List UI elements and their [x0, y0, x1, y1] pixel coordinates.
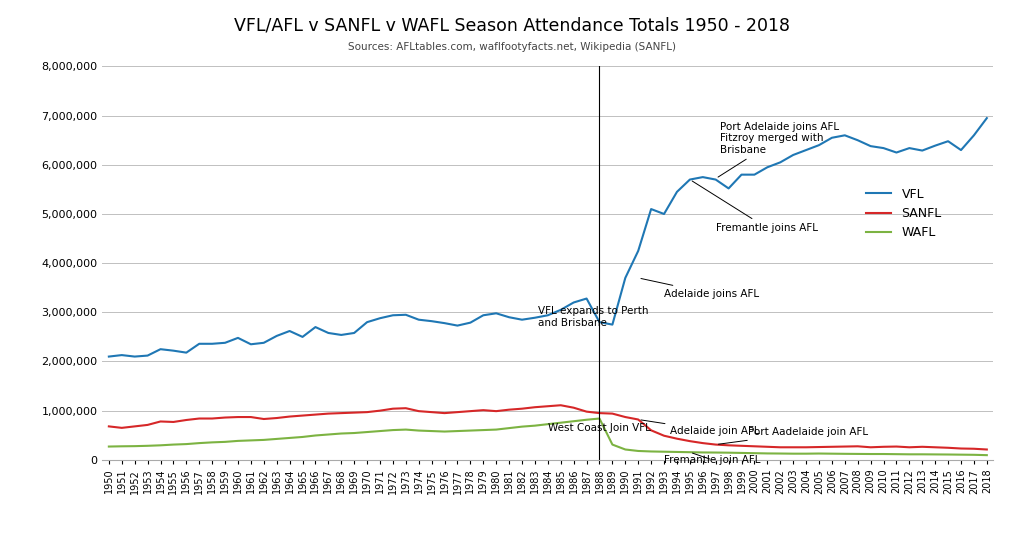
- WAFL: [620, 446, 632, 453]
- SANFL: [387, 406, 399, 412]
- Text: Adelaide join AFL: Adelaide join AFL: [641, 420, 760, 437]
- WAFL: [167, 441, 179, 448]
- Text: West Coast Join VFL: West Coast Join VFL: [548, 418, 650, 433]
- VFL: [219, 340, 231, 346]
- SANFL: [968, 445, 980, 452]
- Text: Adelaide joins AFL: Adelaide joins AFL: [641, 279, 759, 299]
- VFL: [399, 311, 412, 318]
- WAFL: [387, 427, 399, 433]
- SANFL: [981, 446, 993, 453]
- Text: Fremantle joins AFL: Fremantle joins AFL: [692, 181, 818, 233]
- SANFL: [555, 402, 567, 408]
- WAFL: [593, 415, 605, 422]
- WAFL: [399, 426, 412, 433]
- VFL: [270, 332, 283, 339]
- Line: VFL: VFL: [109, 118, 987, 357]
- Text: VFL expands to Perth
and Brisbane: VFL expands to Perth and Brisbane: [538, 306, 648, 328]
- Text: Port Adelaide joins AFL
Fitzroy merged with
Brisbane: Port Adelaide joins AFL Fitzroy merged w…: [718, 122, 839, 177]
- SANFL: [167, 419, 179, 425]
- Text: Fremantle join AFL: Fremantle join AFL: [664, 453, 761, 465]
- Line: WAFL: WAFL: [109, 418, 987, 455]
- Line: SANFL: SANFL: [109, 405, 987, 449]
- SANFL: [620, 414, 632, 420]
- Text: Sources: AFLtables.com, waflfootyfacts.net, Wikipedia (SANFL): Sources: AFLtables.com, waflfootyfacts.n…: [348, 42, 676, 52]
- WAFL: [968, 452, 980, 458]
- WAFL: [270, 435, 283, 442]
- VFL: [606, 321, 618, 328]
- VFL: [387, 312, 399, 319]
- VFL: [167, 347, 179, 354]
- VFL: [981, 115, 993, 121]
- Legend: VFL, SANFL, WAFL: VFL, SANFL, WAFL: [861, 183, 947, 244]
- Text: Port Aadelaide join AFL: Port Aadelaide join AFL: [719, 427, 868, 444]
- WAFL: [981, 452, 993, 459]
- SANFL: [399, 405, 412, 412]
- SANFL: [102, 423, 115, 430]
- VFL: [102, 353, 115, 360]
- WAFL: [102, 443, 115, 450]
- SANFL: [270, 415, 283, 422]
- Text: VFL/AFL v SANFL v WAFL Season Attendance Totals 1950 - 2018: VFL/AFL v SANFL v WAFL Season Attendance…: [234, 17, 790, 34]
